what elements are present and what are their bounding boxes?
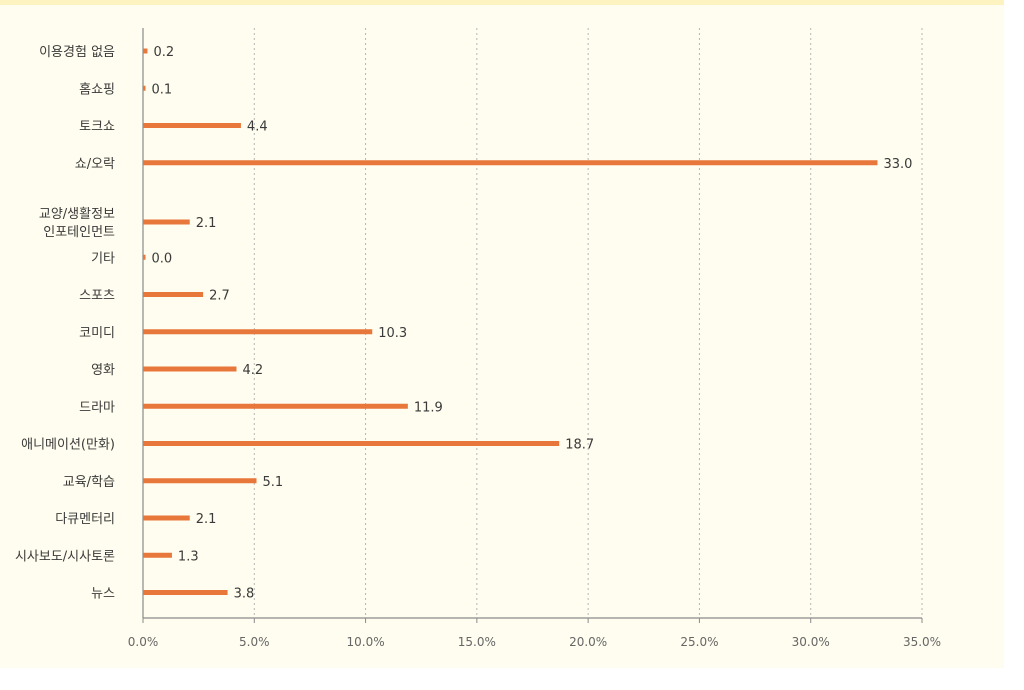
value-label: 4.4 — [247, 120, 268, 135]
category-label: 다큐멘터리 — [55, 512, 115, 527]
x-tick-label: 30.0% — [792, 635, 830, 649]
value-label: 5.1 — [263, 475, 284, 490]
value-label: 0.2 — [153, 45, 174, 60]
value-label: 0.1 — [152, 82, 173, 97]
value-label: 10.3 — [378, 326, 407, 341]
value-label: 11.9 — [414, 400, 443, 415]
value-label: 2.1 — [196, 512, 217, 527]
x-tick-label: 25.0% — [680, 635, 718, 649]
value-label: 0.0 — [152, 251, 173, 266]
bar — [143, 329, 373, 335]
x-tick-label: 15.0% — [458, 635, 496, 649]
category-label: 코미디 — [79, 326, 115, 341]
category-label: 토크쇼 — [79, 120, 115, 135]
category-label: 홈쇼핑 — [79, 82, 115, 97]
bar — [143, 515, 190, 521]
category-label: 애니메이션(만화) — [21, 438, 115, 453]
value-label: 18.7 — [565, 438, 594, 453]
category-label: 영화 — [91, 363, 115, 378]
x-tick-label: 20.0% — [569, 635, 607, 649]
category-label: 드라마 — [79, 400, 115, 415]
category-label-line: 인포테인먼트 — [43, 225, 115, 240]
value-label: 2.7 — [209, 289, 230, 304]
value-label: 4.2 — [242, 363, 263, 378]
category-label: 스포츠 — [79, 289, 115, 304]
grid-lines — [253, 28, 923, 618]
value-label: 1.3 — [178, 549, 199, 564]
bar — [143, 254, 146, 260]
category-label: 뉴스 — [91, 587, 115, 602]
bar — [143, 292, 204, 297]
category-label: 쇼/오락 — [75, 157, 115, 172]
x-tick-labels: 0.0% 5.0% 10.0% 15.0% 20.0% 25.0% 30.0% 35.0% — [128, 635, 941, 649]
bar — [143, 478, 257, 484]
x-tick-label: 5.0% — [239, 635, 270, 649]
bar — [143, 403, 408, 409]
category-label: 기타 — [91, 251, 115, 266]
bar — [143, 590, 228, 595]
axis — [142, 28, 923, 623]
value-label: 2.1 — [196, 216, 217, 231]
value-label: 33.0 — [883, 157, 912, 172]
value-labels: 0.2 0.1 4.4 33.0 2.1 0.0 2.7 10.3 4.2 11.9 18.7 5.1… — [152, 45, 913, 602]
bar — [143, 85, 146, 91]
x-tick-label: 0.0% — [128, 635, 159, 649]
category-label: 교육/학습 — [63, 475, 115, 490]
bar — [143, 219, 190, 225]
x-tick-label: 10.0% — [347, 635, 385, 649]
bar — [143, 552, 172, 558]
category-label-line: 교양/생활정보 — [39, 207, 115, 222]
bar — [143, 160, 878, 166]
category-label: 이용경험 없음 — [39, 45, 115, 60]
category-label: 시사보도/시사토론 — [15, 549, 115, 564]
bar — [143, 123, 241, 128]
x-tick-label: 35.0% — [903, 635, 941, 649]
value-label: 3.8 — [234, 587, 255, 602]
bar — [143, 441, 560, 446]
top-band — [0, 0, 1004, 5]
bars — [143, 48, 878, 595]
bar — [143, 48, 148, 54]
bar — [143, 366, 237, 372]
